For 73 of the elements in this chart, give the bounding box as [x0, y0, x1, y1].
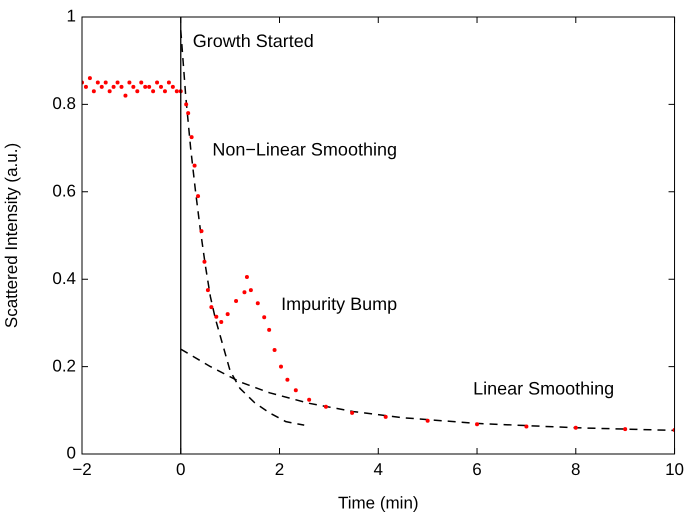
- point: [186, 111, 190, 116]
- point: [112, 84, 116, 89]
- point: [214, 314, 218, 319]
- point: [202, 260, 206, 264]
- x-tick-label: 2: [274, 460, 284, 479]
- point: [244, 275, 249, 280]
- point: [88, 76, 92, 80]
- point: [524, 424, 528, 428]
- point: [84, 84, 88, 89]
- point: [206, 288, 210, 292]
- point: [623, 427, 628, 432]
- x-tick-label: 8: [571, 460, 581, 479]
- point: [574, 426, 578, 430]
- point: [104, 80, 108, 85]
- point: [116, 80, 120, 85]
- point: [170, 84, 175, 89]
- point: [196, 194, 200, 198]
- x-tick-label: 6: [472, 460, 482, 479]
- point: [234, 299, 238, 304]
- point: [151, 89, 156, 94]
- point: [209, 305, 214, 310]
- point: [219, 320, 224, 324]
- point: [324, 404, 328, 409]
- point: [199, 229, 204, 234]
- point: [162, 89, 167, 94]
- point: [272, 348, 277, 352]
- point: [267, 328, 272, 332]
- point: [92, 89, 96, 94]
- point: [307, 398, 312, 402]
- point: [155, 80, 160, 85]
- annotation: Non−Linear Smoothing: [212, 139, 397, 160]
- point: [285, 378, 290, 382]
- point: [426, 418, 430, 423]
- point: [294, 388, 298, 392]
- x-tick-label: 10: [665, 460, 684, 479]
- point: [192, 164, 197, 168]
- point: [256, 301, 260, 306]
- point: [384, 414, 388, 419]
- x-tick-label: 4: [374, 460, 384, 479]
- point: [96, 80, 100, 85]
- point: [159, 84, 164, 89]
- y-tick-label: 0.4: [52, 268, 76, 288]
- point: [226, 312, 230, 316]
- point: [350, 410, 354, 415]
- x-axis-title: Time (min): [338, 493, 419, 512]
- point: [190, 135, 194, 140]
- point: [147, 84, 152, 89]
- point: [100, 84, 104, 89]
- point: [174, 89, 179, 94]
- point: [123, 94, 128, 98]
- point: [166, 80, 171, 85]
- point: [131, 84, 136, 89]
- point: [108, 89, 112, 94]
- point: [278, 364, 283, 369]
- point: [135, 89, 140, 94]
- point: [242, 290, 246, 294]
- point: [120, 84, 124, 89]
- y-tick-label: 0.8: [52, 94, 76, 114]
- y-tick-label: 0.2: [52, 356, 76, 376]
- annotation: Impurity Bump: [281, 294, 398, 314]
- point: [262, 315, 266, 320]
- point: [139, 80, 144, 85]
- point: [248, 288, 253, 292]
- point: [184, 102, 188, 106]
- ref-line-label: Growth Started: [192, 30, 314, 51]
- x-tick-label: 0: [176, 460, 186, 479]
- point: [475, 422, 480, 426]
- point: [127, 80, 132, 85]
- point: [143, 84, 148, 89]
- y-axis-title: Scattered Intensity (a.u.): [2, 142, 21, 328]
- y-tick-label: 0.6: [52, 181, 76, 200]
- y-tick-label: 1: [66, 6, 76, 26]
- annotation: Linear Smoothing: [473, 378, 614, 399]
